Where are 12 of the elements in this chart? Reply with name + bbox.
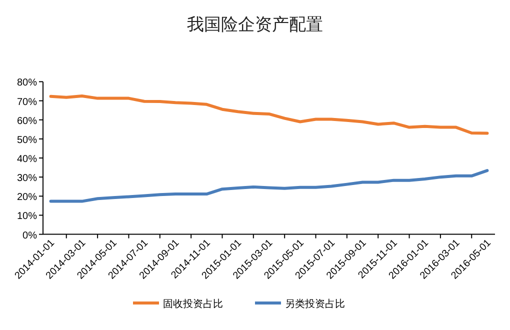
y-tick-label: 60% [16,116,38,127]
chart-title: 我国险企资产配置 [187,15,323,34]
y-tick-label: 80% [16,78,38,89]
legend-label: 另类投资占比 [285,298,345,310]
y-tick-label: 40% [16,154,38,165]
legend-label: 固收投资占比 [163,298,223,310]
y-tick-label: 50% [16,134,38,146]
y-tick-label: 30% [16,173,38,184]
y-tick-label: 70% [16,96,38,108]
y-tick-label: 10% [16,211,38,222]
y-tick-label: 0% [22,230,38,242]
y-tick-label: 20% [16,192,38,204]
